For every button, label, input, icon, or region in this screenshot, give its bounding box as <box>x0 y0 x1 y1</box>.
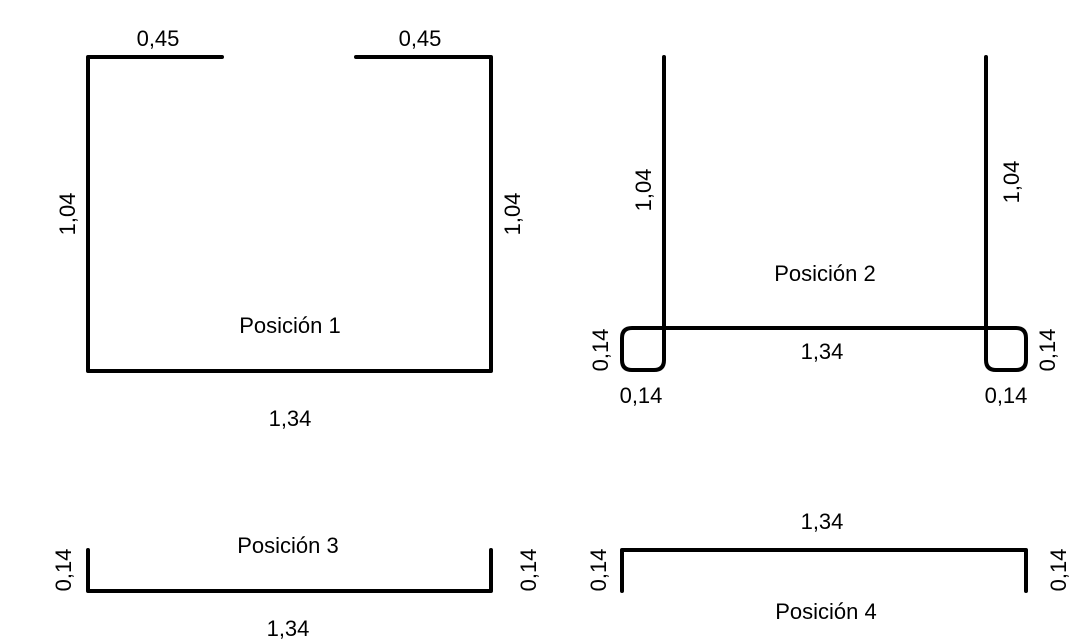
position-2-group: 1,04 1,04 Posición 2 1,34 0,14 0,14 0,14… <box>588 55 1060 408</box>
position-4-top-label: 1,34 <box>801 509 844 534</box>
position-2-right-hook-width-label: 0,14 <box>985 383 1028 408</box>
position-1-top-left-label: 0,45 <box>137 26 180 51</box>
position-1-group: 0,45 0,45 1,04 1,04 Posición 1 1,34 <box>55 26 525 431</box>
position-1-title: Posición 1 <box>239 313 341 338</box>
position-4-group: 1,34 0,14 0,14 Posición 4 <box>586 509 1071 624</box>
position-1-bottom-label: 1,34 <box>269 406 312 431</box>
position-1-left-label: 1,04 <box>55 193 80 236</box>
position-3-left-label: 0,14 <box>51 549 76 592</box>
position-2-right-bar <box>984 55 1028 372</box>
position-3-group: Posición 3 0,14 0,14 1,34 <box>51 533 541 641</box>
position-3-bottom-label: 1,34 <box>267 616 310 641</box>
position-2-right-hook-height-label: 0,14 <box>1035 329 1060 372</box>
position-2-left-hook-width-label: 0,14 <box>620 383 663 408</box>
position-2-left-vertical-label: 1,04 <box>631 169 656 212</box>
position-4-left-label: 0,14 <box>586 549 611 592</box>
position-1-top-right-label: 0,45 <box>399 26 442 51</box>
position-1-right-label: 1,04 <box>500 193 525 236</box>
position-2-left-hook-height-label: 0,14 <box>588 329 613 372</box>
position-2-right-vertical-label: 1,04 <box>999 161 1024 204</box>
position-4-right-label: 0,14 <box>1046 549 1071 592</box>
position-4-bar-shape <box>620 548 1028 593</box>
position-3-right-label: 0,14 <box>516 549 541 592</box>
position-2-horizontal-label: 1,34 <box>801 339 844 364</box>
position-2-left-bar <box>620 55 666 372</box>
position-1-bar-shape <box>86 55 493 373</box>
position-2-title: Posición 2 <box>774 261 876 286</box>
position-4-title: Posición 4 <box>775 599 877 624</box>
position-3-title: Posición 3 <box>237 533 339 558</box>
position-3-bar-shape <box>86 548 493 593</box>
